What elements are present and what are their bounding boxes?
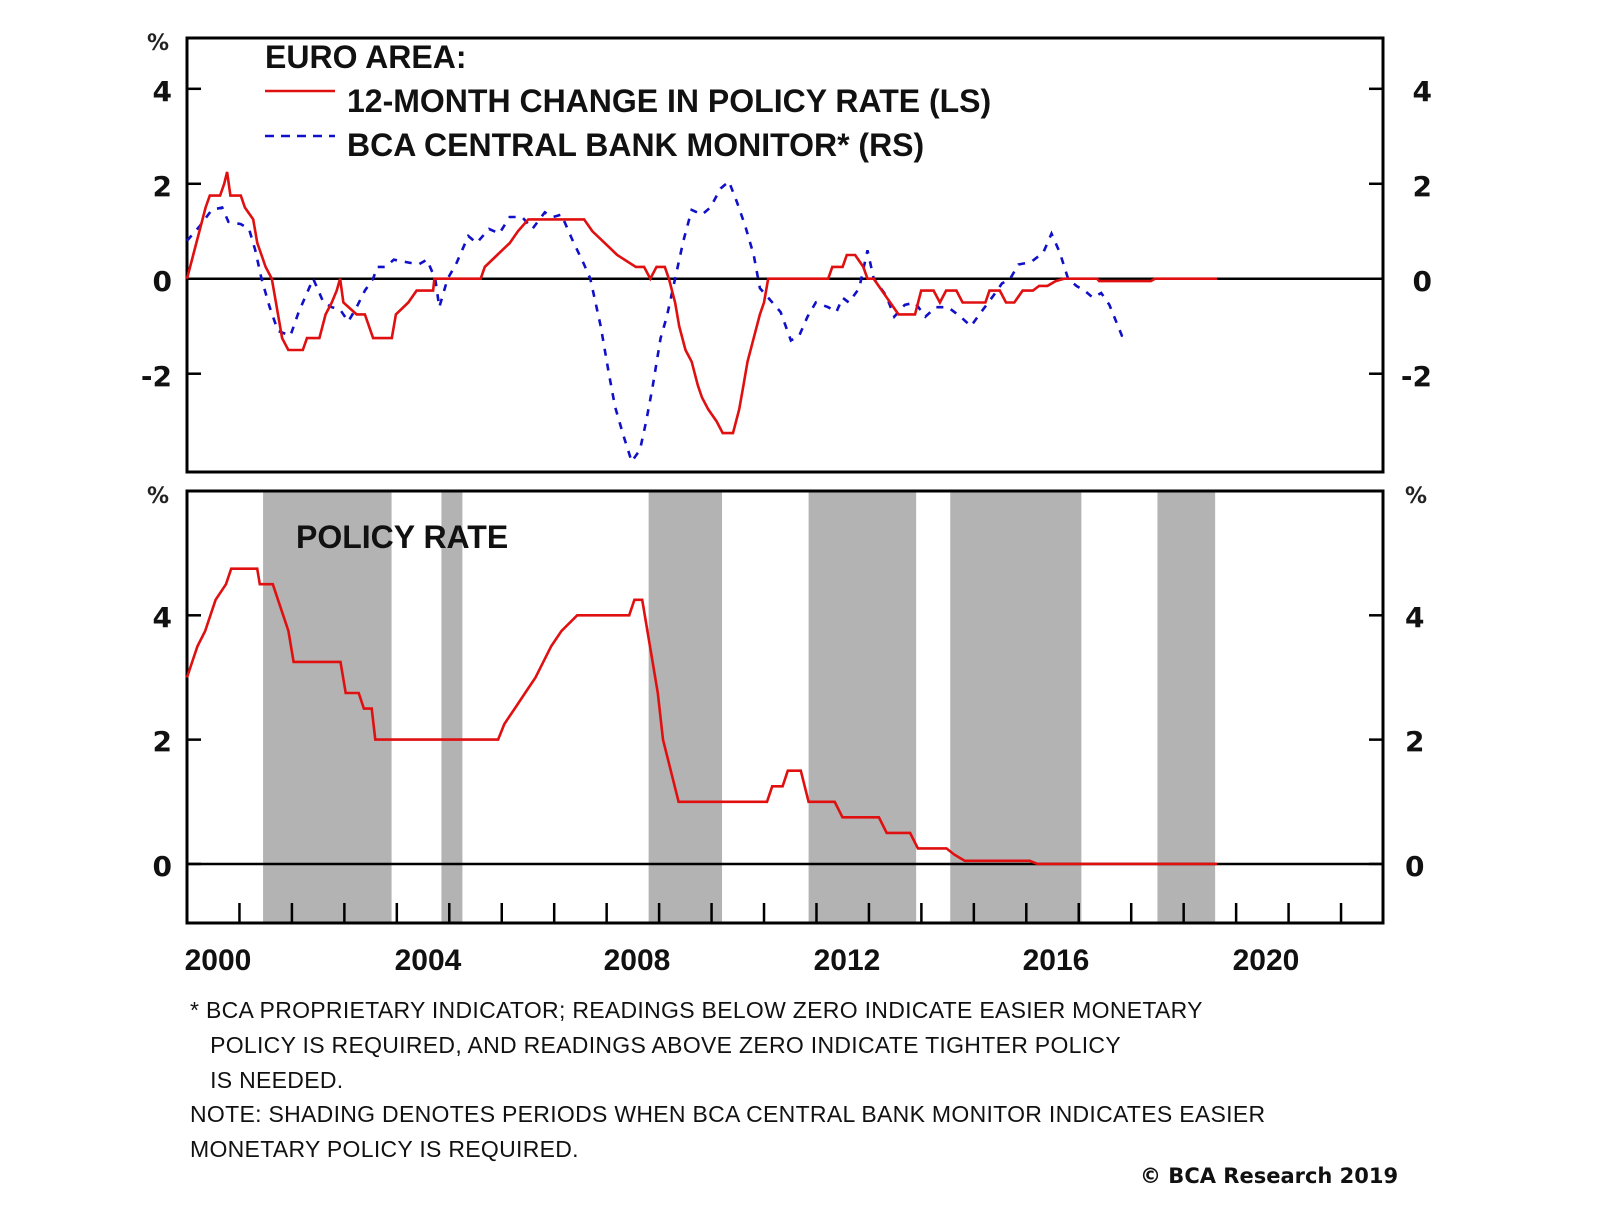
legend-label-policy-change: 12-MONTH CHANGE IN POLICY RATE (LS) <box>347 83 991 119</box>
bottom-right-ytick: 4 <box>1405 601 1424 634</box>
top-left-ytick: 0 <box>153 265 172 298</box>
panel-frames <box>185 36 1385 925</box>
series-lines <box>185 171 1217 866</box>
top-right-ytick: -2 <box>1401 360 1432 393</box>
cb-monitor-line <box>186 179 1129 465</box>
shaded-period <box>263 491 392 923</box>
footnote-note: NOTE: SHADING DENOTES PERIODS WHEN BCA C… <box>190 1101 1266 1162</box>
top-left-percent-label: % <box>147 31 169 56</box>
bottom-panel-title: POLICY RATE <box>296 519 508 555</box>
policy-change-line <box>185 171 1217 435</box>
top-left-ytick: -2 <box>141 360 172 393</box>
top-right-ytick: 0 <box>1413 265 1432 298</box>
bottom-right-ytick: 2 <box>1405 725 1424 758</box>
x-tick-label: 2020 <box>1233 944 1300 977</box>
x-tick-label: 2004 <box>395 944 462 977</box>
shaded-period <box>441 491 463 923</box>
bottom-right-percent-label: % <box>1405 484 1427 509</box>
policy-rate-line <box>185 567 1217 866</box>
shaded-period <box>808 491 917 923</box>
bottom-panel-frame <box>185 489 1385 925</box>
shaded-period <box>648 491 723 923</box>
bottom-left-ytick: 0 <box>153 850 172 883</box>
legend-label-cb-monitor: BCA CENTRAL BANK MONITOR* (RS) <box>347 127 924 163</box>
copyright-credit: © BCA Research 2019 <box>1140 1164 1399 1188</box>
shaded-periods <box>263 491 1216 923</box>
bottom-left-ytick: 2 <box>153 725 172 758</box>
top-panel-frame <box>185 36 1385 474</box>
bottom-right-ytick: 0 <box>1405 850 1424 883</box>
shaded-period <box>1157 491 1216 923</box>
x-tick-label: 2016 <box>1023 944 1090 977</box>
top-right-ytick: 2 <box>1413 170 1432 203</box>
shaded-period <box>950 491 1082 923</box>
top-panel-title: EURO AREA: <box>265 39 466 75</box>
x-tick-label: 2000 <box>185 944 252 977</box>
bottom-left-percent-label: % <box>147 484 169 509</box>
footnote-asterisk: * BCA PROPRIETARY INDICATOR; READINGS BE… <box>190 997 1203 1093</box>
bottom-left-ytick: 4 <box>153 601 172 634</box>
top-left-ytick: 2 <box>153 170 172 203</box>
x-tick-label: 2008 <box>604 944 671 977</box>
top-right-ytick: 4 <box>1413 75 1432 108</box>
x-tick-label: 2012 <box>814 944 881 977</box>
top-left-ytick: 4 <box>153 75 172 108</box>
